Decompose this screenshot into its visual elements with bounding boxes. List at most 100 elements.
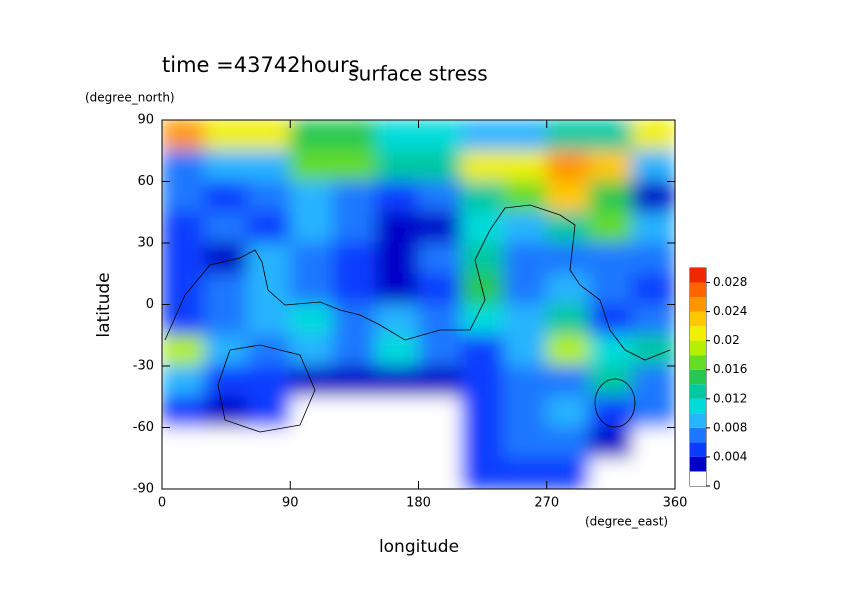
field-cell [204,457,248,489]
field-cell [247,242,291,275]
field-cell [503,304,548,336]
field-cell [631,273,675,305]
field-cell [418,457,462,489]
field-cell [375,273,419,305]
colorbar-segment [690,471,706,486]
field-cell [332,150,377,182]
colorbar-segment [690,340,706,356]
field-cell [162,273,206,305]
field [162,120,675,489]
colorbar-tick-label: 0.028 [713,275,747,289]
y-tick-label: -30 [133,359,154,374]
colorbar-tick-label: 0.004 [713,449,747,463]
field-cell [631,427,675,459]
field-cell [503,120,548,152]
field-cell [204,427,248,459]
field-cell [289,181,334,213]
field-cell [418,120,462,152]
field-cell [460,304,505,336]
time-label: time =43742hours [162,53,360,77]
colorbar-segment [690,442,706,457]
field-cell [546,120,590,152]
field-cell [247,120,291,152]
field-cell [460,457,505,489]
field-cell [589,242,633,275]
field-cell [460,365,505,398]
colorbar-segment [690,355,706,370]
colorbar-tick-label: 0.024 [713,304,747,318]
field-cell [631,304,675,336]
field-cell [289,427,334,459]
colorbar-tick-label: 0.02 [713,333,740,347]
field-cell [631,365,675,398]
field-cell [162,181,206,213]
chart-title: surface stress [348,62,487,86]
colorbar-segment [690,268,706,283]
field-cell [247,211,291,244]
colorbar-segment [690,384,706,399]
field-cell [332,211,377,244]
field-cell [162,396,206,428]
field-cell [247,334,291,367]
field-cell [418,396,462,428]
field-cell [375,120,419,152]
colorbar-tick-label: 0.012 [713,391,747,405]
field-cell [589,457,633,489]
colorbar-segment [690,297,706,312]
field-cell [589,150,633,182]
field-cell [589,304,633,336]
field-cell [289,396,334,428]
field-cell [247,273,291,305]
field-cell [546,457,590,489]
colorbar-tick-label: 0.016 [713,362,747,376]
field-cell [418,211,462,244]
field-cell [332,396,377,428]
field-cell [631,150,675,182]
field-cell [460,427,505,459]
field-cell [418,427,462,459]
field-cell [589,181,633,213]
field-cell [546,396,590,428]
field-cell [247,365,291,398]
field-cell [247,427,291,459]
field-cell [503,273,548,305]
field-cell [375,211,419,244]
field-cell [332,365,377,398]
field-cell [546,273,590,305]
field-cell [503,211,548,244]
field-cell [247,396,291,428]
field-cell [162,150,206,182]
cells [162,120,675,489]
field-cell [589,120,633,152]
y-tick-label: 0 [146,297,154,312]
field-cell [204,365,248,398]
field-cell [289,304,334,336]
field-cell [332,457,377,489]
field-cell [247,181,291,213]
field-cell [418,242,462,275]
field-cell [546,334,590,367]
field-cell [375,396,419,428]
field-cell [162,120,206,152]
field-cell [332,181,377,213]
field-cell [247,150,291,182]
field-cell [418,365,462,398]
field-cell [418,150,462,182]
field-cell [204,120,248,152]
field-cell [546,365,590,398]
colorbar-segment [690,456,706,472]
field-cell [503,396,548,428]
field-cell [418,334,462,367]
x-tick-label: 270 [534,496,559,511]
field-cell [589,273,633,305]
field-cell [375,181,419,213]
field-cell [631,396,675,428]
x-tick-label: 0 [158,496,166,511]
field-cell [162,334,206,367]
field-cell [503,457,548,489]
x-axis-label: longitude [379,537,459,557]
field-cell [631,457,675,489]
field-cell [247,457,291,489]
coastline [594,378,636,428]
field-cell [460,181,505,213]
